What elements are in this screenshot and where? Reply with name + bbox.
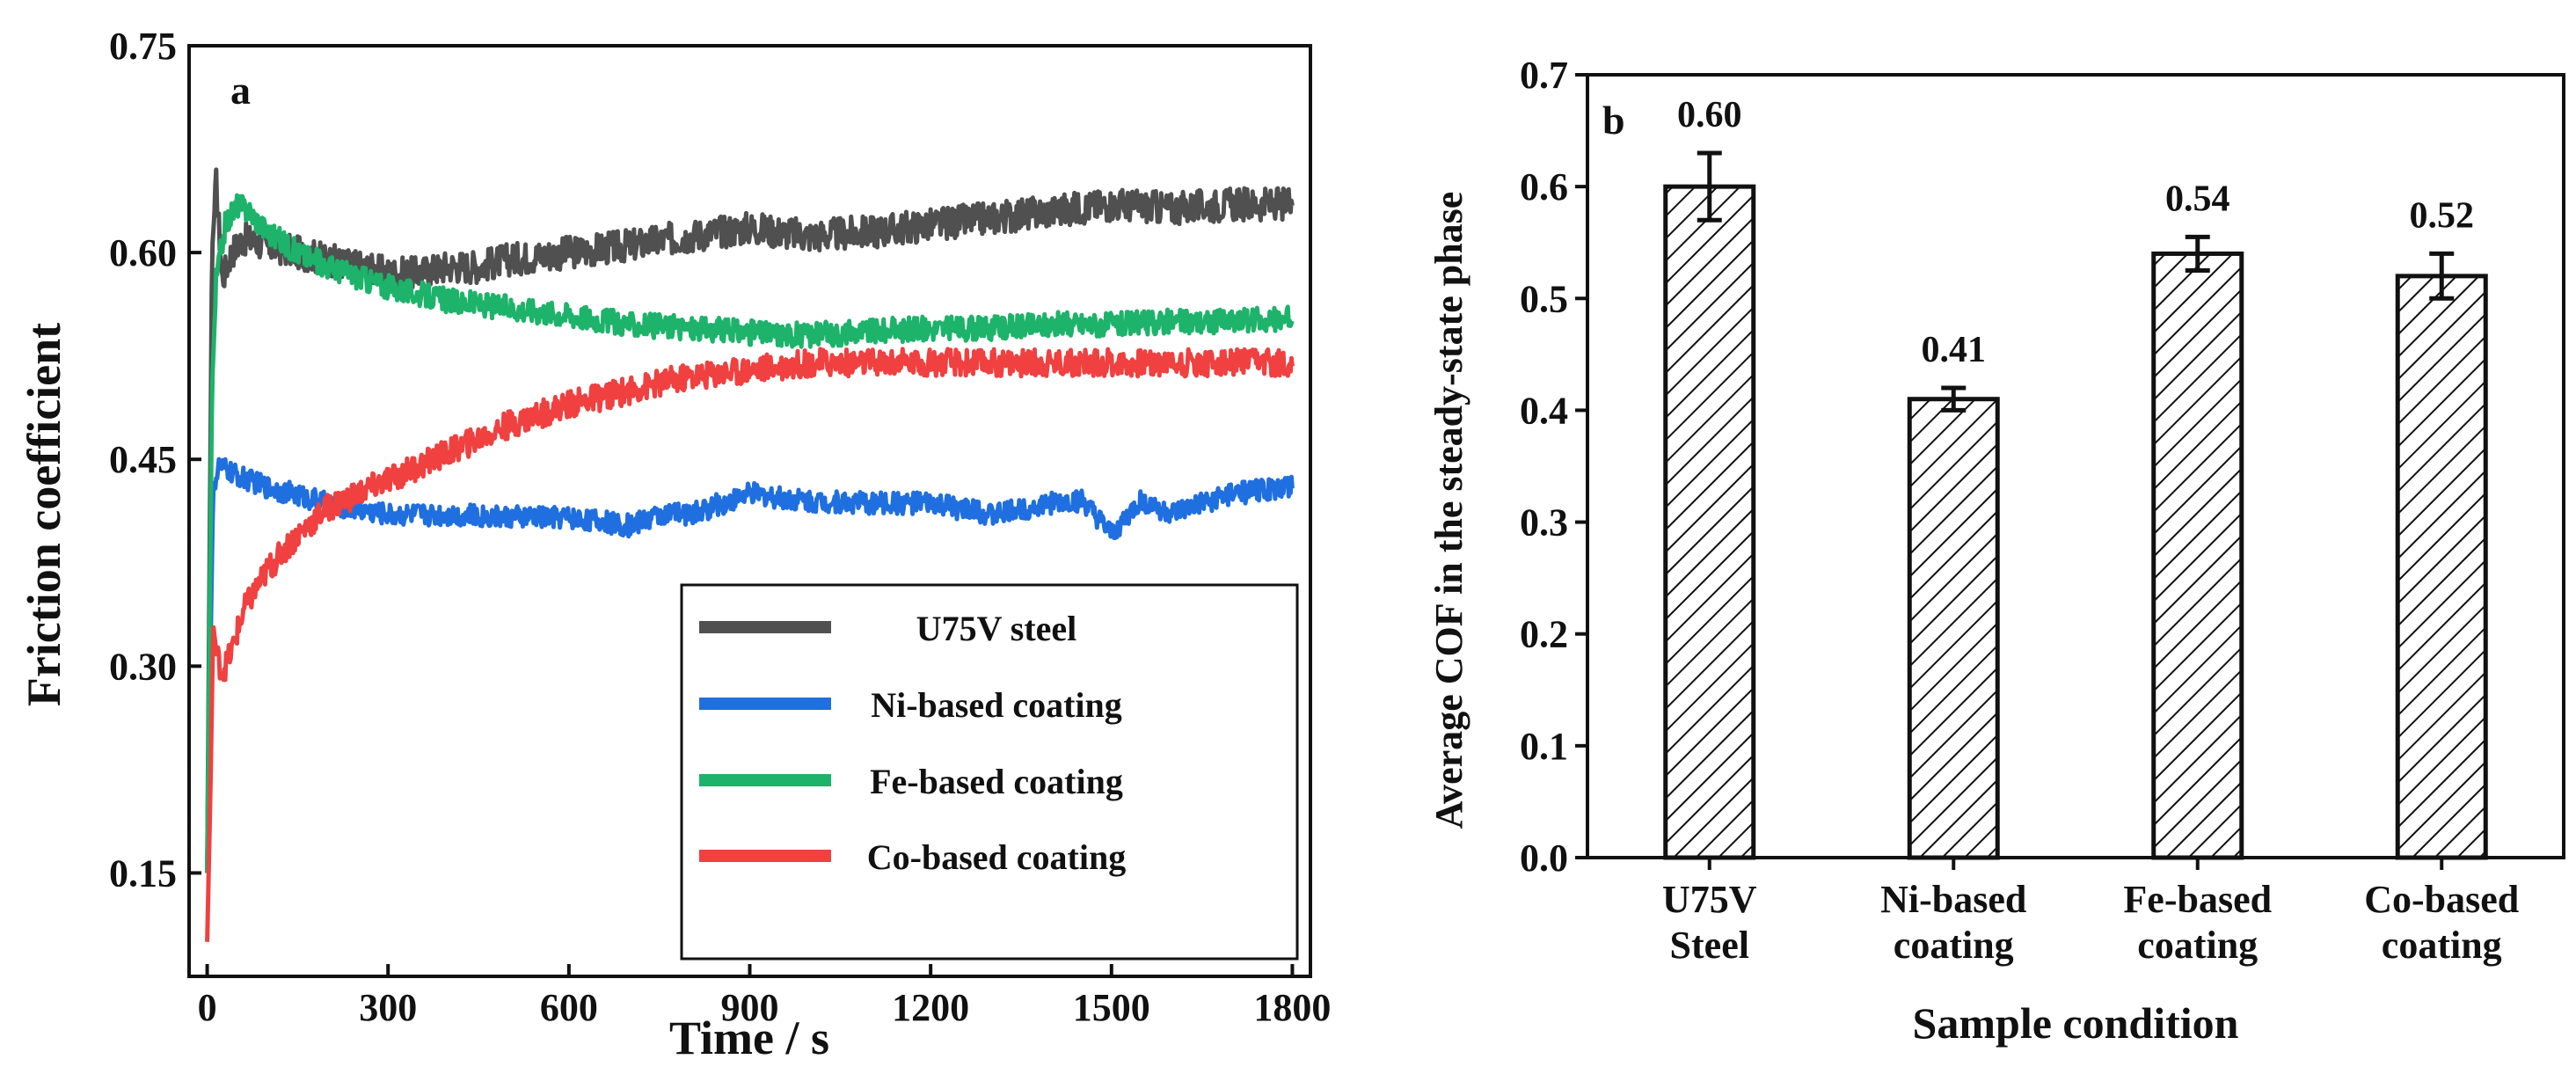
y-tick-label: 0.6	[1520, 165, 1568, 208]
series-line	[205, 167, 1295, 873]
y-axis: 0.15 0.30 0.45 0.60 0.75	[109, 25, 201, 895]
value-label: 0.52	[2410, 195, 2475, 236]
legend-item: Co-based coating	[699, 837, 1126, 877]
bar	[2395, 274, 2488, 860]
panel-label: a	[230, 68, 251, 113]
x-tick-label: 0	[198, 986, 217, 1029]
bar	[1907, 397, 2000, 860]
bar	[2151, 251, 2244, 860]
legend-label: Co-based coating	[867, 837, 1126, 877]
y-tick-label: 0.7	[1520, 54, 1568, 97]
category-label: Ni-based	[1880, 878, 2026, 921]
y-tick-label: 0.60	[109, 231, 177, 274]
category-label: coating	[2137, 924, 2258, 967]
x-tick-label: 900	[721, 986, 779, 1029]
x-tick-label: 600	[540, 986, 598, 1029]
category-label: U75V	[1662, 878, 1757, 921]
legend-box	[680, 583, 1299, 961]
series-line	[205, 347, 1295, 942]
plot-frame	[1586, 73, 2565, 859]
y-tick-label: 0.15	[109, 851, 177, 895]
value-label: 0.41	[1922, 330, 1987, 370]
category-label: coating	[2382, 924, 2502, 967]
series-group	[205, 167, 1295, 942]
legend-item: Ni-based coating	[699, 685, 1122, 725]
y-tick-label: 0.4	[1520, 389, 1568, 432]
y-tick-label: 0.0	[1520, 837, 1568, 880]
x-tick-label: 1500	[1073, 986, 1150, 1029]
y-tick-label: 0.2	[1520, 613, 1568, 656]
x-axis: 0 300 600 900 1200 1500 1800	[198, 964, 1331, 1029]
y-axis: 0.0 0.1 0.2 0.3 0.4 0.5 0.6 0.7	[1520, 54, 1587, 880]
x-tick-label: 1200	[892, 986, 969, 1029]
x-axis-title: Sample condition	[1913, 998, 2239, 1048]
legend: U75V steel Ni-based coating Fe-based coa…	[680, 583, 1299, 961]
friction-line-chart: 0.15 0.30 0.45 0.60 0.75 0 300 600 900 1200 1500 1…	[18, 25, 1331, 1064]
y-tick-label: 0.45	[109, 438, 177, 481]
y-axis-title: Friction coefficient	[18, 323, 70, 706]
cof-bar-chart: 0.600.410.54 0.52 0.00.10.20.30.40.50.60.…	[1427, 54, 2565, 1048]
x-axis: U75VSteelNi-basedcoatingFe-basedcoatingC…	[1662, 858, 2519, 967]
y-tick-label: 0.30	[109, 645, 177, 688]
category-label: Fe-based	[2123, 878, 2272, 921]
category-label: coating	[1894, 924, 2014, 967]
x-tick-label: 300	[359, 986, 417, 1029]
bars-group: 0.60 0.41 0.54 0.52	[1663, 95, 2488, 860]
y-axis-title: Average COF in the steady-state phase	[1427, 192, 1470, 829]
y-tick-label: 0.1	[1520, 725, 1568, 768]
series-line	[205, 193, 1295, 873]
legend-label: U75V steel	[916, 609, 1077, 648]
value-label: 0.54	[2165, 179, 2230, 219]
legend-label: Fe-based coating	[870, 762, 1123, 801]
legend-item: U75V steel	[699, 609, 1076, 648]
y-tick-label: 0.75	[109, 25, 177, 68]
panel-label: b	[1602, 98, 1625, 142]
value-label: 0.60	[1677, 95, 1742, 135]
y-tick-label: 0.5	[1520, 277, 1568, 320]
legend-item: Fe-based coating	[699, 762, 1123, 801]
bar	[1663, 184, 1756, 860]
series-line	[205, 457, 1295, 873]
category-label: Co-based	[2364, 878, 2519, 921]
legend-label: Ni-based coating	[871, 685, 1122, 725]
x-tick-label: 1800	[1253, 986, 1331, 1029]
y-tick-label: 0.3	[1520, 501, 1568, 544]
x-axis-title: Time / s	[669, 1012, 829, 1064]
category-label: Steel	[1670, 924, 1749, 967]
